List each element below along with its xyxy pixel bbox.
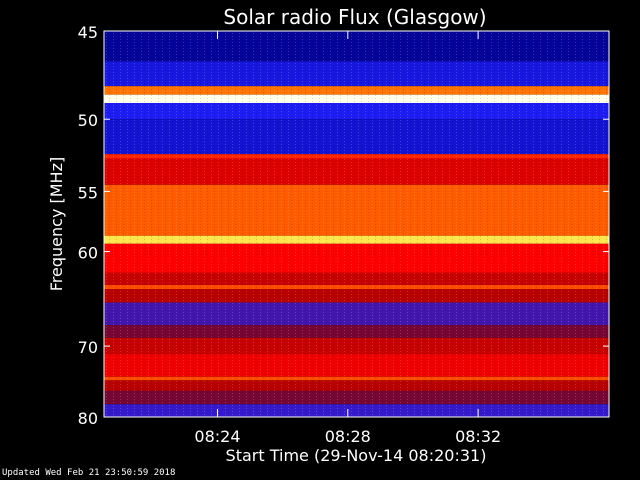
chart-title: Solar radio Flux (Glasgow) xyxy=(223,5,486,29)
x-axis-label: Start Time (29-Nov-14 08:20:31) xyxy=(226,446,487,465)
y-tick-label-60: 60 xyxy=(78,244,98,263)
updated-timestamp: Updated Wed Feb 21 23:50:59 2018 xyxy=(2,468,176,478)
y-tick-label-50: 50 xyxy=(78,111,98,130)
y-tick-label-45: 45 xyxy=(78,23,98,42)
plot-frame xyxy=(103,30,610,418)
y-tick-label-70: 70 xyxy=(78,338,98,357)
x-tick-label-08:32: 08:32 xyxy=(455,427,501,446)
y-axis-label: Frequency [MHz] xyxy=(47,157,66,291)
y-tick-label-80: 80 xyxy=(78,409,98,428)
x-tick-label-08:28: 08:28 xyxy=(325,427,371,446)
x-axis: 08:24 08:28 08:32 xyxy=(194,31,501,446)
texture-overlay xyxy=(104,31,609,417)
x-tick-label-08:24: 08:24 xyxy=(194,427,240,446)
y-tick-label-55: 55 xyxy=(78,183,98,202)
y-axis: 45 50 55 60 70 80 xyxy=(78,23,609,428)
